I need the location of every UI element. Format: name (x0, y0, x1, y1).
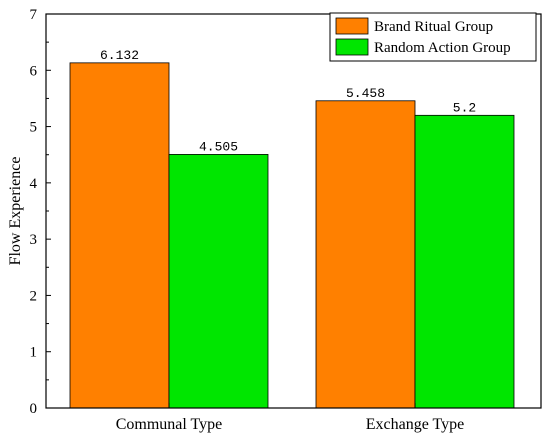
bar (168, 154, 269, 409)
y-tick-label: 2 (30, 288, 38, 304)
data-label: 5.2 (453, 100, 476, 115)
bars (69, 62, 515, 409)
legend: Brand Ritual Group Random Action Group (329, 12, 537, 62)
data-labels: 6.132 4.505 5.458 5.2 (100, 48, 476, 155)
y-tick-label: 5 (30, 120, 38, 136)
legend-swatch (335, 17, 369, 35)
legend-swatch (335, 38, 369, 56)
legend-entry-label: Brand Ritual Group (374, 19, 493, 35)
data-label: 5.458 (346, 86, 385, 101)
data-label: 4.505 (199, 139, 238, 154)
y-tick-label: 0 (30, 401, 38, 417)
bar (414, 114, 515, 409)
x-category-label: Communal Type (116, 416, 223, 433)
y-tick-label: 7 (30, 7, 38, 23)
y-tick-label: 3 (30, 232, 38, 248)
legend-entry-label: Random Action Group (374, 40, 511, 56)
bar (315, 100, 416, 409)
y-tick-label: 6 (30, 63, 38, 79)
x-category-label: Exchange Type (366, 416, 465, 433)
y-tick-label: 1 (30, 345, 38, 361)
y-axis-title: Flow Experience (7, 157, 24, 266)
axes: 0 1 2 3 4 5 6 7 Communal Type Exchange Type (30, 7, 542, 433)
bar (69, 62, 170, 409)
y-tick-label: 4 (30, 176, 38, 192)
data-label: 6.132 (100, 48, 139, 63)
